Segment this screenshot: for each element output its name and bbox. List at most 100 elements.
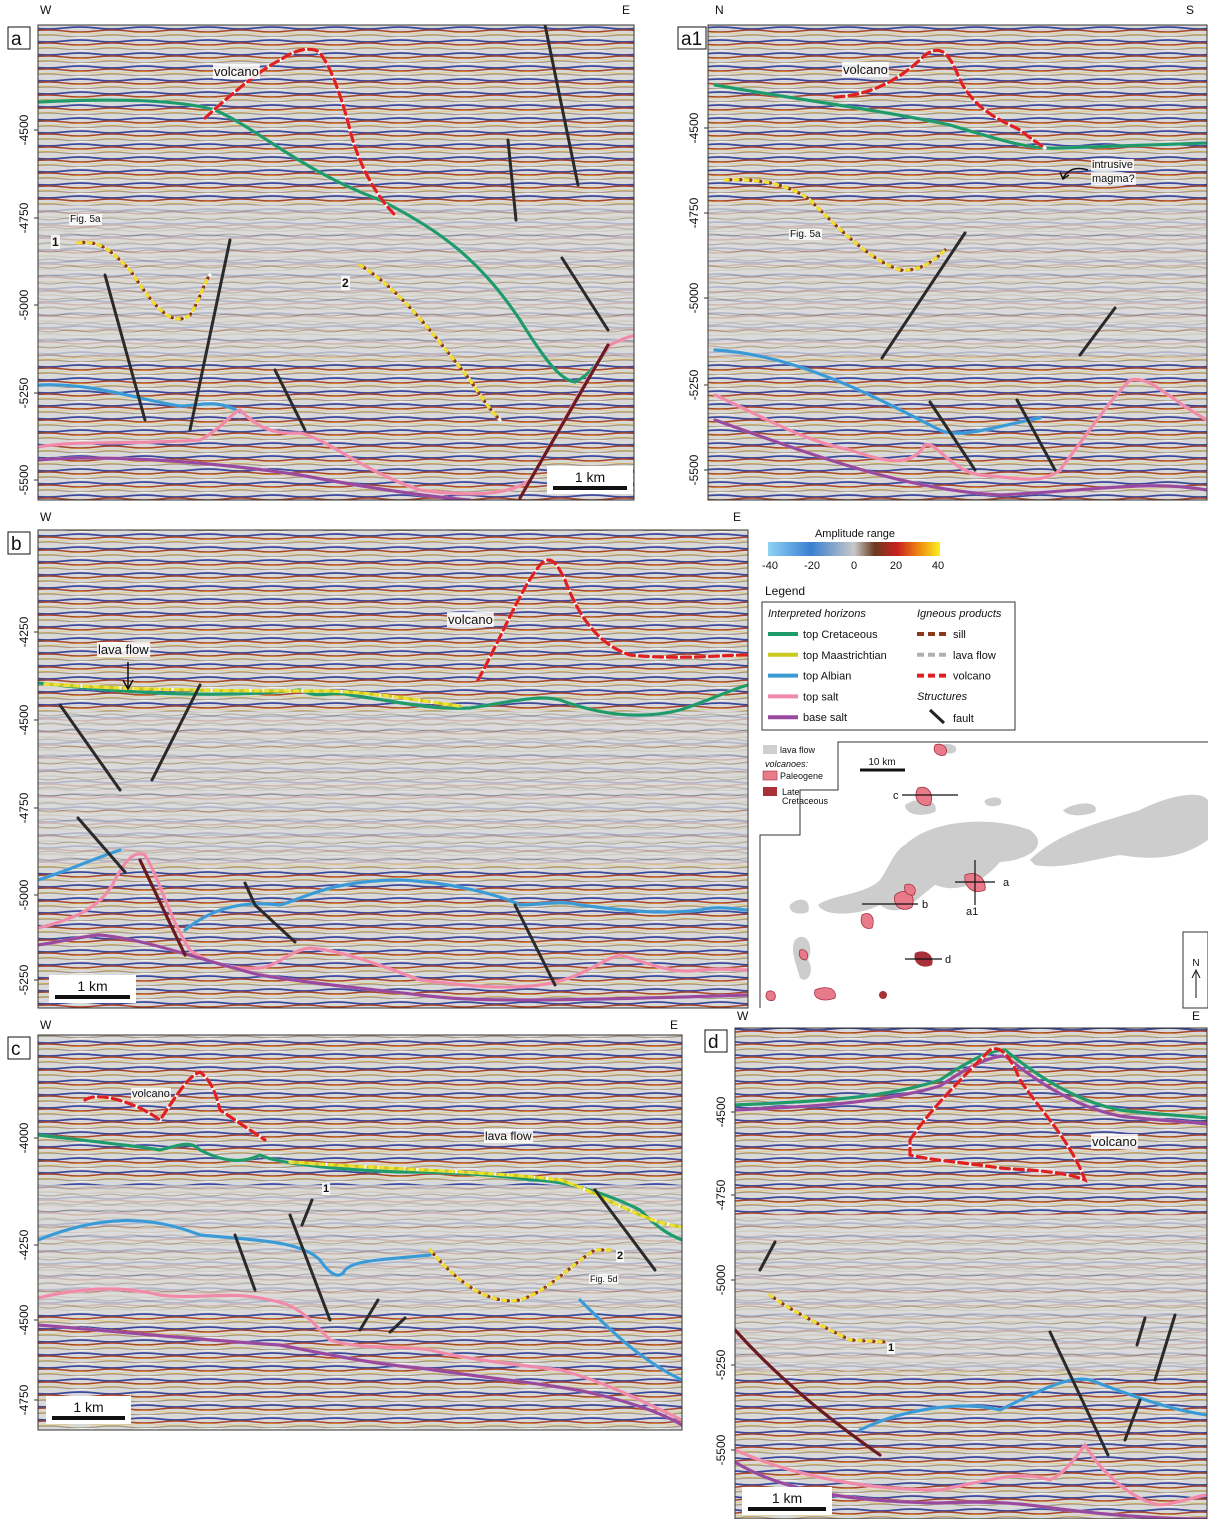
depth-tick-label: -4500 <box>714 1096 728 1127</box>
panel-content <box>38 1035 682 1430</box>
depth-tick-label: -4500 <box>17 704 31 735</box>
annotation-bg <box>322 1183 331 1195</box>
seismic-quiet-zone <box>38 1185 682 1312</box>
orientation-label: E <box>733 510 741 524</box>
fault <box>188 238 232 432</box>
depth-tick-label: -5250 <box>714 1349 728 1380</box>
amplitude-tick: 20 <box>890 560 902 572</box>
map-scale-label: 10 km <box>868 757 895 768</box>
panel-letter-box <box>677 26 707 50</box>
panel-content <box>38 25 634 500</box>
seismic-quiet-zone <box>735 1214 1207 1372</box>
horizon <box>518 343 610 500</box>
horizon <box>288 1160 682 1229</box>
depth-tick-label: -4500 <box>17 114 31 145</box>
legend-label: sill <box>953 629 966 641</box>
depth-tick-label: -5250 <box>687 369 701 400</box>
fault <box>1078 306 1117 357</box>
depth-tick-label: -4750 <box>17 1384 31 1415</box>
legend-label: top Maastrichtian <box>803 650 887 662</box>
annotation-bg <box>51 235 60 249</box>
fault <box>300 1198 314 1227</box>
lava-flows <box>789 743 1208 980</box>
horizon <box>476 558 748 682</box>
panel-letter: a1 <box>681 29 702 50</box>
annotation: intrusive <box>1092 159 1133 171</box>
depth-tick-label: -4250 <box>17 616 31 647</box>
orientation-label: E <box>622 3 630 17</box>
fault <box>288 1213 332 1322</box>
north-label: N <box>1192 958 1199 969</box>
seismic-quiet-zone <box>708 205 1207 358</box>
horizon <box>578 1298 682 1382</box>
fault <box>58 703 122 792</box>
annotation-bg <box>484 1129 534 1143</box>
panel-letter: d <box>708 1032 719 1053</box>
depth-tick-label: -4250 <box>17 1229 31 1260</box>
horizon <box>38 1133 682 1242</box>
horizon <box>38 933 748 1002</box>
seismic-panel: a W E -4500 -4750 -5000 -5250 -5500 volcano Fig. … <box>7 3 635 501</box>
horizon <box>38 1219 432 1277</box>
map-legend-label: volcanoes: <box>765 759 809 769</box>
legend-heading: Igneous products <box>917 608 1002 620</box>
horizon <box>713 83 1207 150</box>
panel-letter: a <box>11 29 22 50</box>
map-legend-swatch <box>763 787 777 796</box>
fault <box>513 903 557 987</box>
amplitude-tick: -20 <box>804 560 820 572</box>
fault <box>506 138 518 222</box>
scale-label: 1 km <box>772 1490 802 1506</box>
seismic-panel: b W E -4250 -4500 -4750 -5000 -5250 volcano lava … <box>7 510 749 1009</box>
horizon <box>723 178 947 272</box>
section-label: d <box>945 954 951 966</box>
depth-tick-label: -4750 <box>687 197 701 228</box>
annotation-bg <box>69 214 103 225</box>
panel-frame <box>37 24 635 501</box>
depth-tick-label: -4750 <box>17 792 31 823</box>
annotation-bg <box>589 1274 619 1284</box>
map-legend-label: lava flow <box>780 745 816 755</box>
horizon <box>713 377 1207 481</box>
arrow <box>122 662 134 691</box>
horizon <box>713 348 1042 435</box>
legend-heading: Structures <box>917 691 968 703</box>
horizon <box>735 1048 1207 1120</box>
horizon <box>38 848 122 882</box>
fault <box>76 816 127 874</box>
panel-letter: b <box>11 534 22 555</box>
horizon <box>428 1248 612 1303</box>
paleogene-volcanoes <box>765 743 986 1001</box>
annotation: Fig. 5d <box>590 1274 618 1284</box>
depth-tick-label: -5250 <box>17 377 31 408</box>
annotation-bg <box>1091 173 1136 185</box>
legend-label: fault <box>953 713 974 725</box>
section-label: c <box>893 790 899 802</box>
amplitude-title: Amplitude range <box>815 528 895 540</box>
seismic-quiet-zone <box>38 711 748 865</box>
panels: a W E -4500 -4750 -5000 -5250 -5500 volcano Fig. … <box>7 3 1208 1519</box>
annotation: 1 <box>52 235 59 249</box>
legend-swatch <box>928 708 946 725</box>
annotation-bg <box>887 1342 896 1354</box>
seismic-panel: c W E -4000 -4250 -4500 -4750 volcano lava flow 1… <box>7 1018 683 1431</box>
annotation-bg <box>97 642 151 657</box>
horizon <box>38 681 748 717</box>
map-legend-label: Paleogene <box>780 771 823 781</box>
horizon <box>38 1323 682 1427</box>
depth-tick-label: -5500 <box>714 1434 728 1465</box>
seismic-quiet-zone <box>38 205 634 358</box>
fault <box>1135 1316 1147 1347</box>
annotation-bg <box>842 62 889 77</box>
section-label: b <box>922 899 928 911</box>
annotation: 1 <box>888 1342 894 1354</box>
arrow <box>1059 167 1089 181</box>
scale-label: 1 km <box>77 978 107 994</box>
annotation-bg <box>1091 159 1134 171</box>
legend-label: volcano <box>953 671 991 683</box>
horizon <box>38 1287 682 1422</box>
horizon <box>768 1293 887 1344</box>
legend-heading: Interpreted horizons <box>768 608 866 620</box>
fault <box>928 400 977 472</box>
legend-label: top salt <box>803 691 838 703</box>
